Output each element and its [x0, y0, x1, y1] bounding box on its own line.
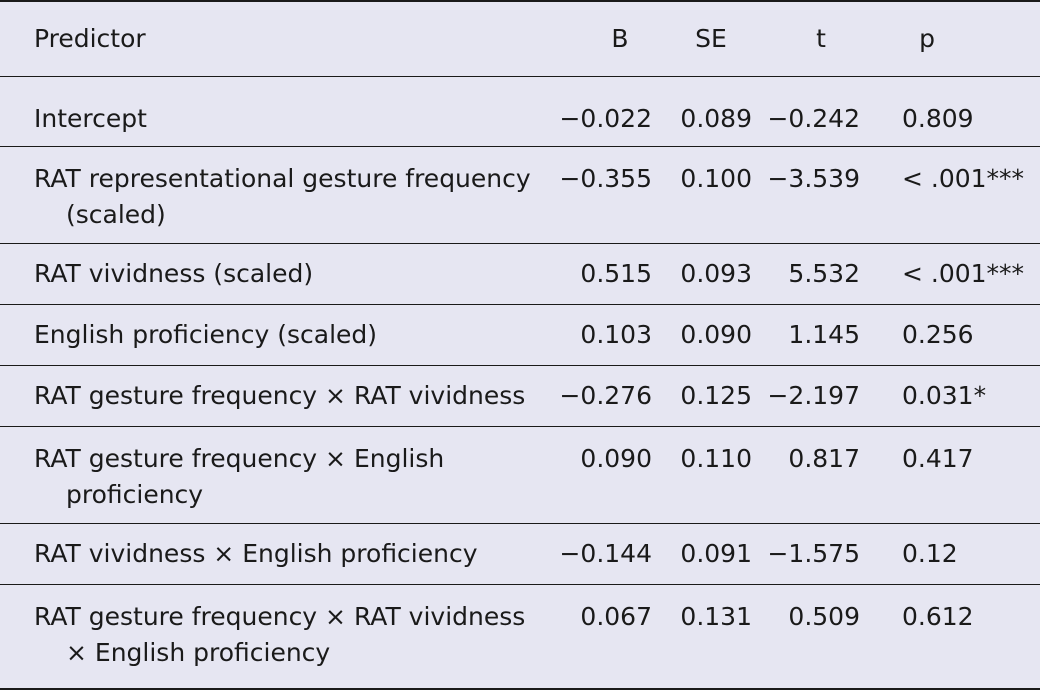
- se-cell: 0.100: [658, 146, 758, 244]
- table-row: RAT gesture frequency × English proficie…: [0, 426, 1040, 524]
- p-cell: 0.031*: [880, 365, 1040, 427]
- p-cell: 0.417: [880, 426, 1040, 524]
- se-cell: 0.089: [658, 76, 758, 147]
- table-row: RAT representational gesture frequency (…: [0, 146, 1040, 244]
- predictor-cell: RAT gesture frequency × RAT vividness: [0, 365, 548, 427]
- p-cell: 0.612: [902, 602, 974, 631]
- table-row: RAT gesture frequency × RAT vividness × …: [0, 585, 1040, 684]
- t-cell: −3.539: [758, 146, 880, 244]
- p-cell: 0.12: [880, 523, 1040, 585]
- header-se: SE: [658, 2, 758, 77]
- table-row: English proficiency (scaled) 0.103 0.090…: [0, 304, 1040, 366]
- header-predictor: Predictor: [0, 2, 548, 77]
- predictor-cell: Intercept: [0, 76, 548, 147]
- predictor-label: RAT vividness (scaled): [34, 259, 314, 288]
- t-cell: 0.509: [788, 602, 860, 631]
- b-cell: 0.515: [548, 243, 658, 305]
- b-cell: −0.276: [548, 365, 658, 427]
- se-cell: 0.110: [658, 426, 758, 524]
- p-cell: 0.256: [880, 304, 1040, 366]
- se-cell: 0.131: [680, 602, 752, 631]
- predictor-label: RAT representational gesture frequency (…: [34, 164, 531, 229]
- header-t: t: [758, 2, 880, 77]
- t-cell: 1.145: [758, 304, 880, 366]
- se-cell: 0.091: [658, 523, 758, 585]
- predictor-cell: English proficiency (scaled): [0, 304, 548, 366]
- predictor-label: Intercept: [34, 104, 147, 133]
- predictor-cell: RAT gesture frequency × RAT vividness × …: [0, 585, 548, 684]
- table-row: RAT vividness (scaled) 0.515 0.093 5.532…: [0, 243, 1040, 305]
- table-row: RAT gesture frequency × RAT vividness −0…: [0, 365, 1040, 427]
- header-row: Predictor B SE t p: [0, 2, 1040, 77]
- table-row: RAT vividness × English proficiency −0.1…: [0, 523, 1040, 585]
- b-cell: 0.067: [580, 602, 652, 631]
- table-row: Intercept −0.022 0.089 −0.242 0.809: [0, 76, 1040, 147]
- t-cell: −0.242: [758, 76, 880, 147]
- t-cell: 5.532: [758, 243, 880, 305]
- t-cell: −1.575: [758, 523, 880, 585]
- header-p: p: [880, 2, 1040, 77]
- table-body: Intercept −0.022 0.089 −0.242 0.809 RAT …: [0, 76, 1040, 684]
- header-b: B: [548, 2, 658, 77]
- b-cell: 0.103: [548, 304, 658, 366]
- predictor-cell: RAT gesture frequency × English proficie…: [0, 426, 548, 524]
- b-cell: 0.090: [548, 426, 658, 524]
- b-cell: −0.144: [548, 523, 658, 585]
- predictor-label: RAT gesture frequency × English proficie…: [34, 444, 445, 509]
- predictor-label: RAT gesture frequency × RAT vividness: [34, 381, 526, 410]
- b-cell: −0.355: [548, 146, 658, 244]
- se-cell: 0.125: [658, 365, 758, 427]
- p-cell: < .001***: [880, 243, 1040, 305]
- predictor-label: RAT gesture frequency × RAT vividness × …: [34, 602, 526, 667]
- t-cell: 0.817: [758, 426, 880, 524]
- p-cell: < .001***: [880, 146, 1040, 244]
- predictor-cell: RAT vividness (scaled): [0, 243, 548, 305]
- p-cell: 0.809: [880, 76, 1040, 147]
- predictor-cell: RAT representational gesture frequency (…: [0, 146, 548, 244]
- t-cell: −2.197: [758, 365, 880, 427]
- predictor-label: English proficiency (scaled): [34, 320, 378, 349]
- se-cell: 0.093: [658, 243, 758, 305]
- predictor-label: RAT vividness × English proficiency: [34, 539, 478, 568]
- b-cell: −0.022: [548, 76, 658, 147]
- predictor-cell: RAT vividness × English proficiency: [0, 523, 548, 585]
- se-cell: 0.090: [658, 304, 758, 366]
- table-header: Predictor B SE t p: [0, 2, 1040, 77]
